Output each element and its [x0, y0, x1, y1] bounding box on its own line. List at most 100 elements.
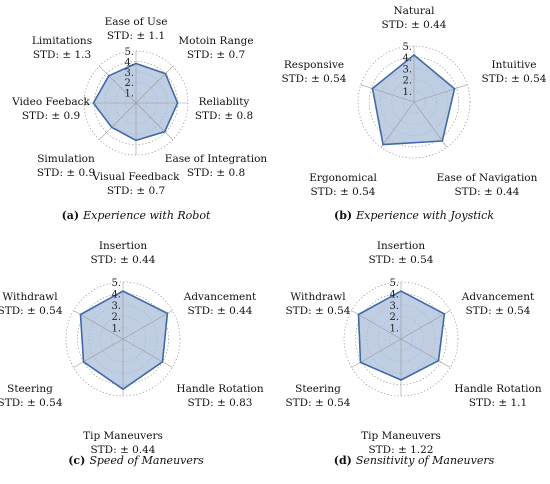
data-point [382, 143, 384, 146]
axis-category-label: Limitations [32, 35, 92, 47]
std-label: STD: ± 0.54 [310, 186, 375, 198]
tick-label: 4. [389, 289, 399, 300]
radar-chart-b: 1.2.3.4.5. Natural STD: ± 0.44 Intuitive STD… [281, 5, 546, 222]
std-label: STD: ± 0.54 [481, 73, 546, 85]
data-point [400, 290, 402, 292]
std-label: STD: ± 0.54 [281, 73, 346, 85]
std-label: STD: ± 0.7 [187, 49, 245, 61]
spoke-line [122, 338, 173, 368]
tick-label: 2. [389, 312, 399, 323]
spoke-line [380, 101, 415, 148]
caption-title: Sensitivity of Maneuvers [356, 454, 495, 467]
axis-category-label: Steering [295, 383, 341, 395]
caption-letter: (b) [334, 209, 352, 222]
data-point [371, 87, 374, 90]
spoke-line [351, 310, 402, 340]
data-point [163, 130, 166, 133]
tick-label: 1. [111, 324, 121, 335]
grid-circle [357, 45, 471, 159]
axis-category-label: Advancement [183, 291, 257, 303]
tick-label: 5. [402, 42, 412, 53]
axis-category-label: Natural [393, 5, 435, 17]
axis-category-label: Ease of Use [105, 16, 168, 28]
spoke-line [98, 102, 137, 141]
std-label: STD: ± 0.44 [381, 19, 446, 31]
caption-title: Speed of Maneuvers [89, 454, 204, 467]
data-point [437, 359, 440, 362]
series-polygon [92, 62, 179, 142]
spoke-line [400, 310, 451, 340]
axis-category-label: Handle Rotation [176, 383, 263, 395]
panel-caption: (d) Sensitivity of Maneuvers [334, 454, 495, 467]
std-label: STD: ± 0.54 [465, 305, 530, 317]
series-polygon [371, 54, 456, 146]
axis-category-label: Tip Maneuvers [361, 430, 441, 442]
std-label: STD: ± 0.54 [0, 305, 63, 317]
std-label: STD: ± 0.44 [90, 444, 155, 456]
panel-caption: (c) Speed of Maneuvers [68, 454, 204, 467]
axis-category-label: Steering [7, 383, 53, 395]
data-point [359, 361, 362, 364]
std-label: STD: ± 0.83 [187, 397, 252, 409]
std-label: STD: ± 0.54 [285, 305, 350, 317]
panel-caption: (b) Experience with Joystick [334, 209, 494, 222]
axis-category-label: Withdrawl [290, 291, 346, 303]
spoke-line [413, 101, 448, 148]
tick-label: 1. [389, 324, 399, 335]
std-label: STD: ± 0.8 [195, 110, 253, 122]
data-point [413, 54, 415, 56]
axis-category-label: Intuitive [492, 59, 537, 71]
data-point [453, 87, 456, 90]
spoke-line [360, 84, 415, 103]
spoke-line [135, 102, 174, 141]
axis-category-label: Handle Rotation [454, 383, 541, 395]
std-label: STD: ± 0.44 [90, 254, 155, 266]
axis-category-label: Tip Maneuvers [83, 430, 163, 442]
axis-category-label: Withdrawl [2, 291, 58, 303]
data-point [110, 126, 113, 129]
tick-label: 1. [124, 89, 134, 100]
data-point [107, 74, 110, 77]
tick-label: 2. [124, 78, 134, 89]
panel-caption: (a) Experience with Robot [62, 209, 211, 222]
tick-label: 2. [402, 76, 412, 87]
data-point [161, 360, 164, 363]
spoke-line [413, 84, 468, 103]
std-label: STD: ± 0.54 [0, 397, 63, 409]
tick-label: 4. [111, 289, 121, 300]
caption-letter: (a) [62, 209, 80, 222]
grid-circle [368, 56, 460, 148]
spoke-line [73, 338, 124, 368]
axis-category-label: Ease of Integration [165, 153, 268, 165]
std-label: STD: ± 0.9 [22, 110, 80, 122]
std-label: STD: ± 1.3 [33, 49, 91, 61]
tick-label: 1. [402, 87, 412, 98]
caption-letter: (c) [68, 454, 85, 467]
data-point [135, 139, 137, 142]
data-point [122, 388, 124, 391]
data-point [79, 313, 82, 316]
std-label: STD: ± 1.22 [368, 444, 433, 456]
spoke-line [400, 338, 451, 368]
axis-category-label: Ease of Navigation [437, 172, 538, 184]
std-label: STD: ± 1.1 [469, 397, 527, 409]
radar-chart-d: 1.2.3.4.5. Insertion STD: ± 0.54 Advancemen… [285, 240, 541, 467]
std-label: STD: ± 0.7 [107, 185, 165, 197]
axis-category-label: Motoin Range [178, 35, 253, 47]
tick-label: 3. [124, 68, 134, 79]
tick-label: 2. [111, 312, 121, 323]
tick-label: 5. [389, 278, 399, 289]
data-point [400, 379, 402, 381]
tick-label: 5. [124, 47, 134, 58]
data-point [166, 312, 169, 315]
axis-category-label: Insertion [99, 240, 147, 252]
caption-title: Experience with Joystick [355, 209, 494, 222]
std-label: STD: ± 1.1 [107, 30, 165, 42]
caption-letter: (d) [334, 454, 352, 467]
data-point [441, 140, 444, 142]
radar-chart-a: 1.2.3.4.5. Ease of Use STD: ± 1.1 Motoin Ra… [11, 16, 267, 222]
caption-title: Experience with Robot [82, 209, 211, 222]
axis-category-label: Simulation [37, 153, 95, 165]
spoke-line [135, 65, 174, 104]
tick-label: 4. [402, 53, 412, 64]
